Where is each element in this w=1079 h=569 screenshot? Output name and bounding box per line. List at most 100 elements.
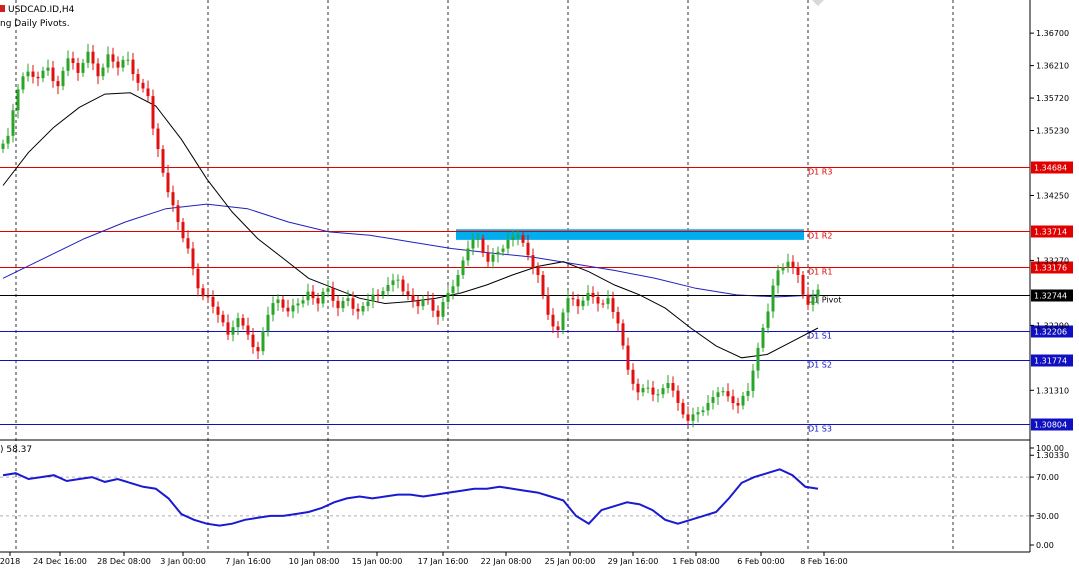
candle-body (71, 58, 75, 64)
chart-shift-marker-icon[interactable] (812, 0, 824, 6)
price-tick-label: 1.34250 (1036, 191, 1069, 200)
candle-body (161, 149, 165, 173)
indicator-label: ng Daily Pivots. (0, 19, 70, 29)
time-tick-label: 17 Jan 16:00 (418, 557, 469, 566)
candle-body (11, 110, 15, 136)
candle-body (656, 394, 660, 396)
price-plot-area[interactable] (0, 0, 1030, 440)
candle-body (611, 298, 615, 313)
candle-body (681, 402, 685, 415)
candle-body (231, 327, 235, 335)
candle-body (101, 67, 105, 77)
candle-body (31, 71, 35, 77)
candle-body (786, 261, 790, 268)
candle-body (501, 248, 505, 252)
candlesticks (1, 43, 820, 428)
candle-body (556, 326, 560, 330)
candle-body (516, 235, 520, 238)
pivot-price-tag (1031, 418, 1073, 431)
candle-body (626, 345, 630, 370)
candle-body (546, 295, 550, 315)
candle-body (301, 300, 305, 304)
price-tick-label: 1.30330 (1036, 451, 1069, 460)
candle-body (206, 296, 210, 298)
candle-body (156, 128, 160, 150)
candle-body (711, 397, 715, 403)
candle-body (616, 312, 620, 324)
candle-body (426, 299, 430, 301)
candle-body (791, 261, 795, 268)
candle-body (716, 392, 720, 398)
candle-body (601, 303, 605, 305)
price-axis-tags: 1.34684 1.33714 1.33176 1.32744 1.32206 1.317… (1031, 161, 1073, 431)
rsi-tick-label: 30.00 (1036, 512, 1059, 521)
candle-body (26, 71, 30, 77)
pivot-price-tag (1031, 325, 1073, 338)
candle-body (386, 284, 390, 292)
candle-body (111, 54, 115, 62)
candle-body (361, 305, 365, 312)
time-tick-label: 8 Feb 16:00 (800, 557, 847, 566)
candle-body (686, 414, 690, 421)
pivot-price-value: 1.34684 (1034, 164, 1067, 173)
candle-body (591, 292, 595, 298)
candle-body (176, 205, 180, 222)
candle-body (21, 76, 25, 90)
candle-body (536, 267, 540, 275)
candle-body (706, 402, 710, 411)
price-tick-label: 1.36210 (1036, 62, 1069, 71)
candle-body (651, 387, 655, 395)
candle-body (506, 239, 510, 249)
pivot-price-value: 1.33176 (1034, 264, 1067, 273)
candle-body (211, 296, 215, 307)
candle-body (496, 251, 500, 255)
candle-body (81, 62, 85, 73)
candle-body (286, 307, 290, 312)
candle-body (476, 238, 480, 240)
pivot-price-value: 1.32206 (1034, 328, 1067, 337)
candle-body (296, 303, 300, 306)
candle-body (86, 51, 90, 63)
candle-body (371, 294, 375, 302)
time-tick-label: 1 Feb 08:00 (672, 557, 719, 566)
candle-body (431, 299, 435, 311)
time-tick-label: 28 Dec 08:00 (97, 557, 151, 566)
candle-body (311, 291, 315, 299)
candle-body (66, 58, 70, 71)
candle-body (641, 388, 645, 393)
candle-body (486, 252, 490, 262)
price-tick-label: 1.36700 (1036, 29, 1069, 38)
candle-body (741, 395, 745, 406)
candle-body (481, 238, 485, 253)
price-tick-label: 1.35720 (1036, 94, 1069, 103)
candle-body (541, 275, 545, 296)
candle-body (356, 308, 360, 312)
candle-body (351, 298, 355, 309)
candle-body (376, 294, 380, 296)
candle-body (746, 390, 750, 396)
candle-body (391, 280, 395, 285)
candle-body (801, 275, 805, 295)
candle-body (731, 396, 735, 404)
price-tick-label: 1.33270 (1036, 256, 1069, 265)
candle-body (401, 279, 405, 292)
candle-body (186, 238, 190, 249)
candle-body (256, 347, 260, 352)
candle-body (451, 286, 455, 293)
candle-body (61, 70, 65, 87)
candle-body (326, 288, 330, 292)
candle-body (621, 323, 625, 346)
candle-body (366, 301, 370, 306)
time-axis-ticks: 2018 24 Dec 16:00 28 Dec 08:00 3 Jan 00:00 7… (0, 552, 848, 566)
candle-body (511, 237, 515, 240)
price-tick-label: 1.32290 (1036, 321, 1069, 330)
candle-body (271, 303, 275, 315)
candle-body (131, 59, 135, 75)
candle-body (701, 410, 705, 413)
candle-body (576, 299, 580, 307)
candle-body (106, 54, 110, 68)
candle-body (166, 172, 170, 193)
time-tick-label: 24 Dec 16:00 (33, 557, 87, 566)
candle-body (261, 331, 265, 352)
